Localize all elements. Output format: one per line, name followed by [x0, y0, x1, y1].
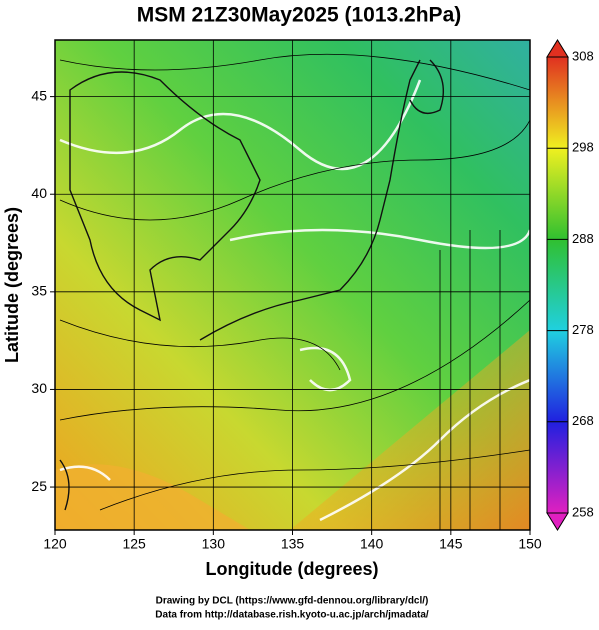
colorbar-tick-label: 298: [572, 140, 594, 155]
colorbar-tick-label: 258: [572, 504, 594, 519]
y-tick-label: 40: [31, 185, 47, 201]
title: MSM 21Z30May2025 (1013.2hPa): [137, 4, 462, 27]
y-tick-label: 25: [31, 478, 47, 494]
x-tick-label: 125: [122, 536, 146, 552]
y-tick-label: 30: [31, 380, 47, 396]
x-axis-label: Longitude (degrees): [205, 559, 378, 579]
x-tick-label: 145: [439, 536, 463, 552]
credit: Drawing by DCL (https://www.gfd-dennou.o…: [156, 596, 429, 607]
x-tick-label: 135: [281, 536, 305, 552]
colorbar-tick-label: 278: [572, 322, 594, 337]
x-tick-label: 120: [43, 536, 67, 552]
x-tick-label: 150: [518, 536, 542, 552]
y-tick-label: 35: [31, 283, 47, 299]
x-tick-label: 140: [360, 536, 384, 552]
colorbar-tick-label: 308: [572, 48, 594, 63]
colorbar-tick-label: 268: [572, 413, 594, 428]
colorbar-tick-label: 288: [572, 231, 594, 246]
credit: Data from http://database.rish.kyoto-u.a…: [155, 610, 429, 621]
colorbar: [546, 39, 569, 531]
x-tick-label: 130: [202, 536, 226, 552]
y-tick-label: 45: [31, 87, 47, 103]
y-axis-label: Latitude (degrees): [2, 207, 22, 363]
